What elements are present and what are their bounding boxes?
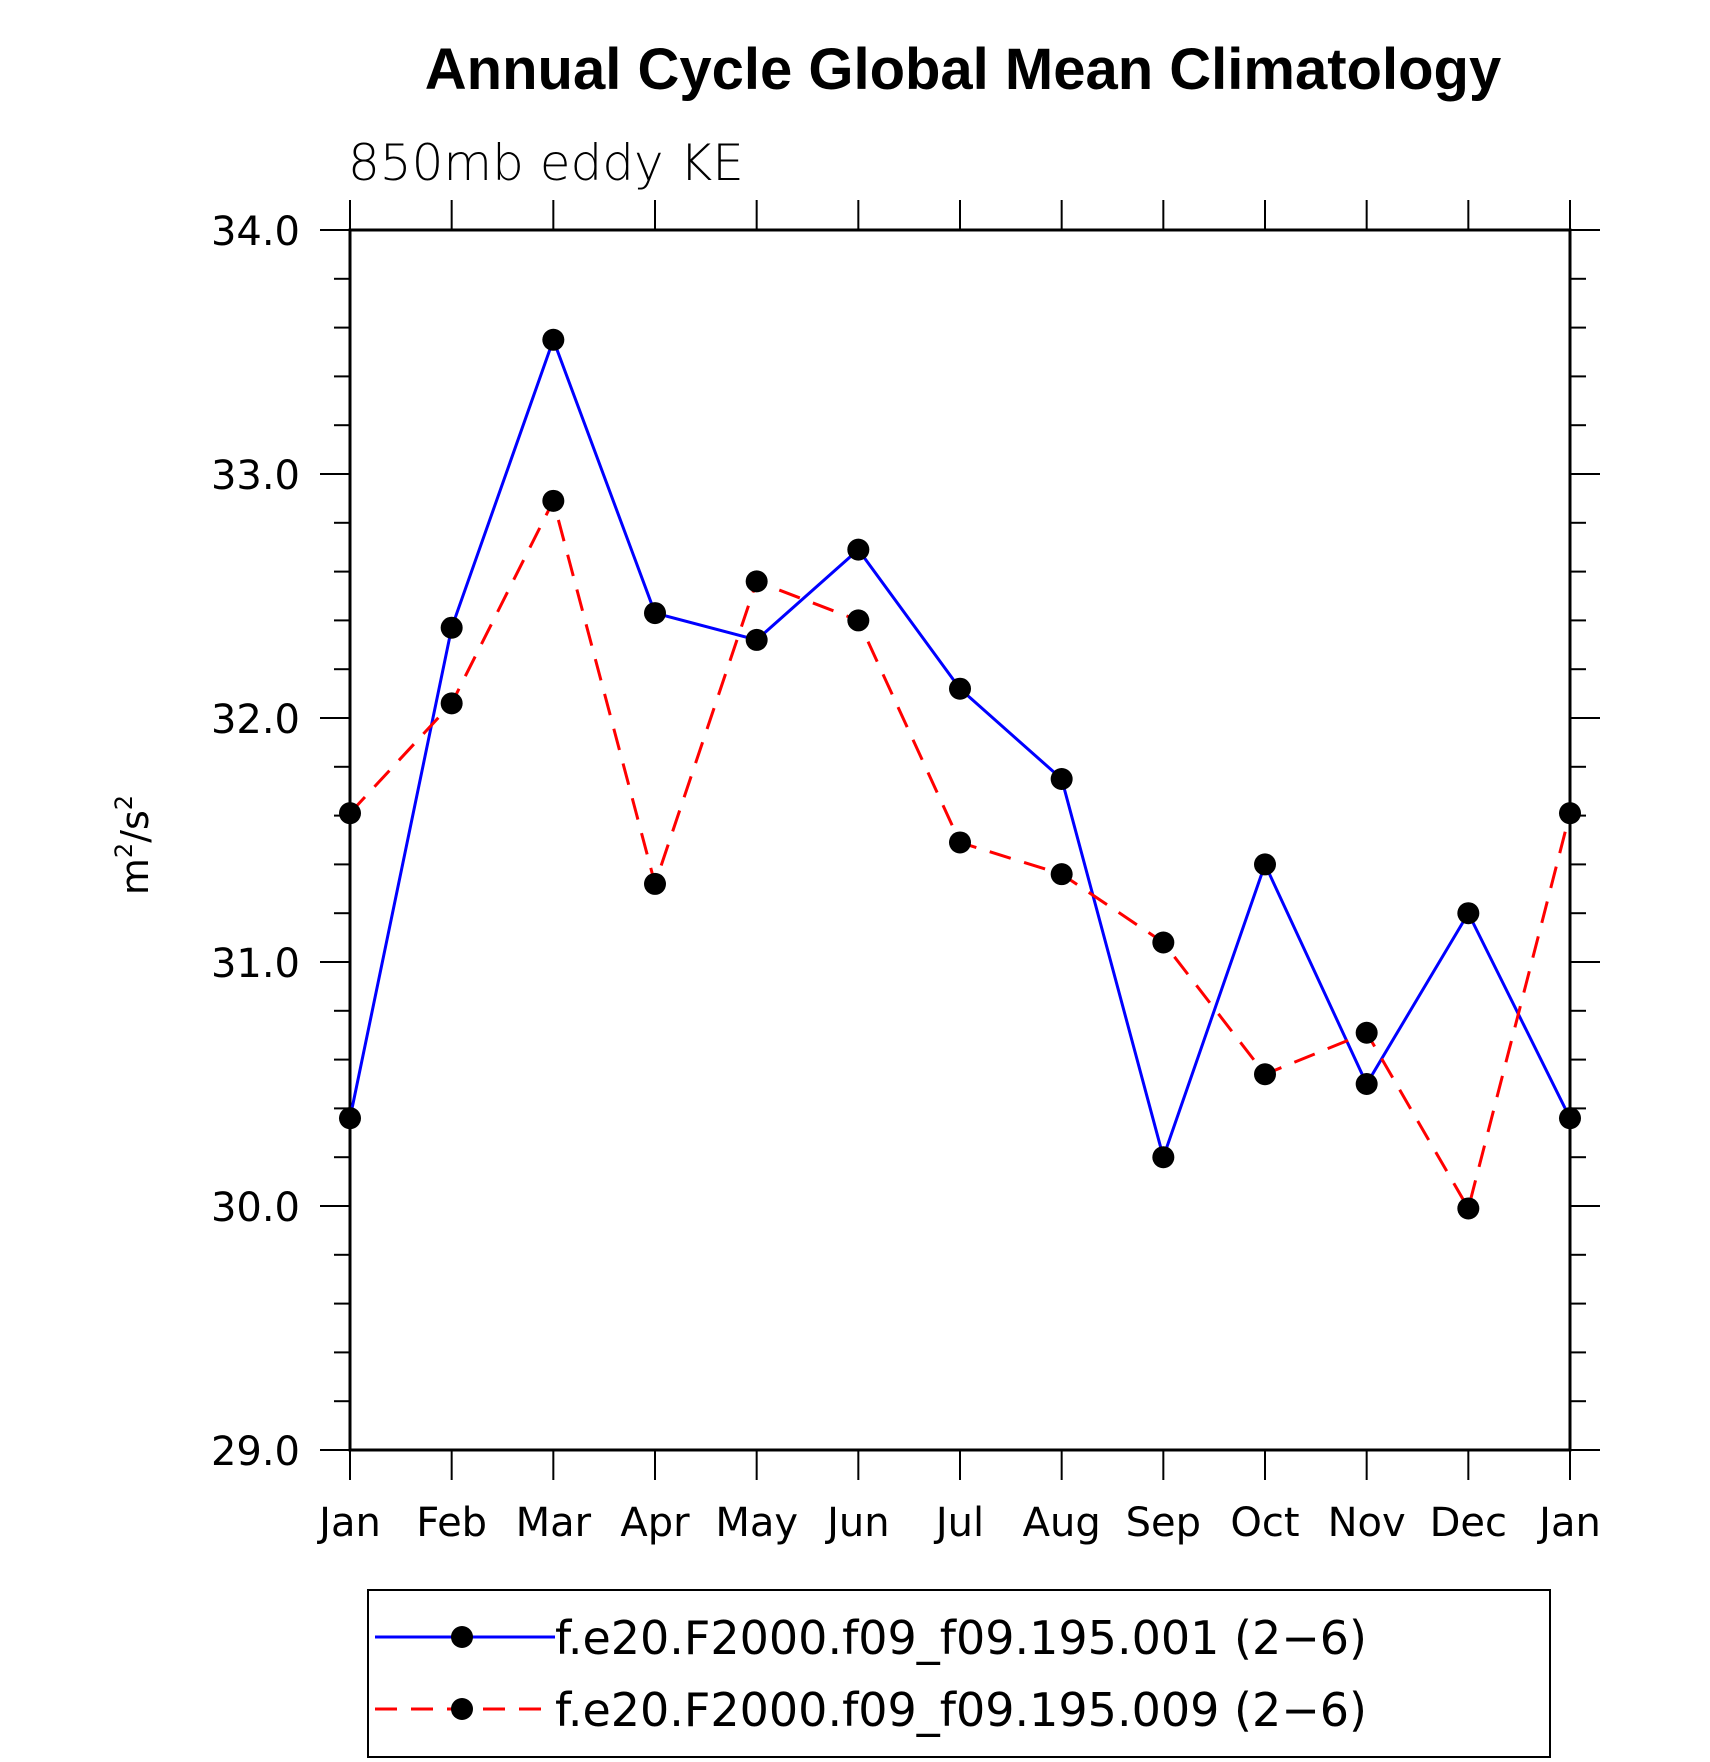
- legend-marker-series-1: [451, 1626, 473, 1648]
- legend-label-series-1: f.e20.F2000.f09_f09.195.001 (2−6): [555, 1611, 1367, 1665]
- series-2-point: [1254, 1063, 1276, 1086]
- series-2-point: [949, 831, 971, 854]
- series-2-point: [644, 872, 666, 895]
- series-2-point: [339, 802, 361, 825]
- x-tick-label: Jan: [316, 1500, 381, 1546]
- y-tick-label: 31.0: [211, 941, 300, 987]
- series-1-point: [1050, 768, 1073, 790]
- series-line-1: [348, 335, 1572, 1163]
- series-2-point: [1559, 802, 1581, 825]
- series-1-point: [644, 602, 666, 625]
- series-1-point: [1254, 853, 1276, 876]
- x-tick-label: Dec: [1430, 1500, 1507, 1546]
- y-axis-label-exp-1: 2: [110, 843, 138, 858]
- x-tick-label: Nov: [1328, 1500, 1406, 1546]
- x-tick-label: Jun: [824, 1500, 890, 1546]
- x-tick-label: Feb: [416, 1500, 487, 1546]
- series-1-point: [1559, 1107, 1581, 1130]
- y-axis-label: m2/s2: [110, 795, 157, 895]
- x-tick-label: Jul: [933, 1500, 984, 1546]
- x-tick-label: Sep: [1126, 1500, 1201, 1546]
- chart-title: Annual Cycle Global Mean Climatology: [425, 37, 1501, 102]
- legend-marker-series-2: [451, 1698, 473, 1720]
- x-tick-label: Aug: [1023, 1500, 1101, 1546]
- x-tick-label: May: [715, 1500, 798, 1546]
- series-1-point: [745, 628, 768, 651]
- y-axis-label-base: m: [113, 858, 157, 895]
- legend-label-series-2: f.e20.F2000.f09_f09.195.009 (2−6): [555, 1683, 1367, 1737]
- y-tick-label: 30.0: [211, 1185, 300, 1231]
- legend: f.e20.F2000.f09_f09.195.001 (2−6) f.e20.…: [367, 1589, 1551, 1758]
- x-tick-label: Jan: [1536, 1500, 1601, 1546]
- series-1-point: [440, 616, 463, 639]
- series-1-point: [1355, 1073, 1378, 1095]
- series-2-point: [1355, 1021, 1378, 1044]
- series-line-2: [348, 496, 1572, 1213]
- legend-box: [367, 1589, 1551, 1758]
- x-tick-label: Oct: [1230, 1500, 1299, 1546]
- y-axis-ticks: 29.0 30.0 31.0 32.0 33.0 34.0: [211, 209, 1600, 1475]
- y-axis-label-exp-2: 2: [110, 795, 138, 810]
- y-tick-label: 32.0: [211, 697, 300, 743]
- series-1-point: [542, 328, 565, 351]
- y-tick-label: 33.0: [211, 453, 300, 499]
- series-1-point: [339, 1107, 361, 1130]
- y-tick-label: 29.0: [211, 1429, 300, 1475]
- x-axis-ticks: Jan Feb Mar Apr May Jun Jul Aug Sep Oct Nov Dec Jan: [316, 200, 1601, 1546]
- chart-subtitle: 850mb eddy KE: [348, 134, 744, 192]
- series-2-point: [1050, 863, 1073, 886]
- series-2-point: [1152, 931, 1175, 954]
- y-tick-label: 34.0: [211, 209, 300, 255]
- series-2-point: [1457, 1197, 1480, 1220]
- series-1-point: [1152, 1146, 1175, 1169]
- series-1-point: [949, 677, 971, 700]
- y-axis-label-mid: /s: [113, 810, 157, 843]
- series-2-point: [847, 609, 870, 632]
- x-tick-label: Mar: [516, 1500, 592, 1546]
- x-tick-label: Apr: [620, 1500, 690, 1546]
- series-2-point: [440, 692, 463, 715]
- series-layer: [339, 328, 1581, 1220]
- series-2-point: [745, 570, 768, 593]
- series-1-point: [1457, 902, 1480, 925]
- series-2-point: [542, 489, 565, 512]
- series-1-point: [847, 538, 870, 561]
